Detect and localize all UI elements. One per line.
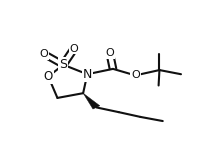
Text: O: O — [40, 49, 49, 59]
Text: O: O — [131, 70, 140, 80]
Text: O: O — [105, 48, 114, 58]
Polygon shape — [83, 93, 100, 109]
Text: O: O — [44, 70, 53, 83]
Text: S: S — [59, 58, 67, 71]
Text: N: N — [83, 68, 92, 81]
Text: O: O — [70, 44, 78, 54]
